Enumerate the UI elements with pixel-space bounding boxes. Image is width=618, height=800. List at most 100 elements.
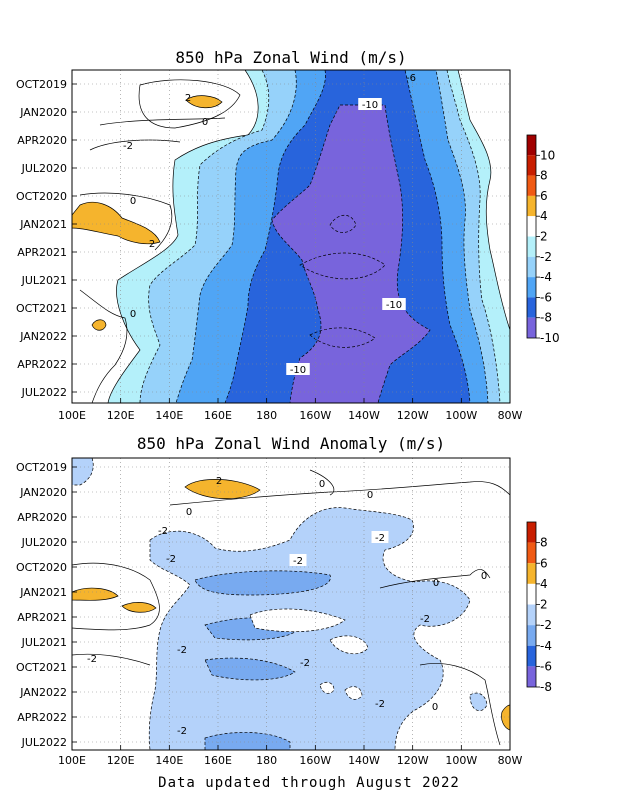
chart1-title: 850 hPa Zonal Wind (m/s) [175, 48, 406, 67]
chart2-x-tick-label: 100W [445, 754, 477, 767]
chart2-colorbar-label: -4 [540, 639, 552, 653]
chart2-y-tick-label: JUL2021 [21, 636, 67, 649]
chart1-x-tick-label: 100E [58, 409, 86, 422]
chart2-contour-label: -2 [293, 556, 303, 567]
chart1-contour-label: 0 [130, 196, 136, 207]
chart2-contour-label: 0 [432, 702, 438, 713]
chart2-contour-label: -2 [375, 699, 385, 710]
chart1-contour-label: 2 [185, 93, 191, 104]
chart2-colorbar-swatch [527, 522, 536, 543]
chart1-y-tick-label: OCT2019 [16, 78, 67, 91]
chart2-contour-label: -2 [375, 533, 385, 544]
chart1-field [72, 70, 510, 403]
chart2-grid [72, 458, 510, 750]
chart2-colorbar-swatch [527, 625, 536, 646]
chart2-y-tick-label: JAN2020 [19, 486, 67, 499]
chart1-y-tick-label: JAN2022 [19, 330, 67, 343]
chart2-y-tick-label: APR2020 [17, 511, 67, 524]
chart1-x-tick-label: 180 [256, 409, 277, 422]
chart1-colorbar-label: 10 [540, 148, 555, 162]
chart1-colorbar-label: -6 [540, 290, 552, 304]
chart1-colorbar-swatch [527, 256, 536, 278]
chart2-contour-label: 0 [319, 479, 325, 490]
chart1-x-tick-label: 100W [445, 409, 477, 422]
chart1-x-ticks: 100E 120E 140E 160E 180 160W 140W 120W 100W 80W [58, 398, 523, 422]
chart1-colorbar-label: -10 [540, 331, 560, 345]
chart2-y-tick-label: JUL2020 [21, 536, 67, 549]
chart1-contour-label-bg [382, 298, 406, 310]
chart1-y-tick-label: JAN2021 [19, 218, 67, 231]
chart1-colorbar-label: 8 [540, 169, 548, 183]
chart2-field [72, 458, 510, 750]
chart1-x-tick-label: 80W [498, 409, 523, 422]
chart2-x-tick-label: 120W [397, 754, 429, 767]
chart2-y-tick-label: JAN2021 [19, 586, 67, 599]
chart2-contour-labels: 2 0 0 0 -2 -2 -2 -2 0 0 -2 -2 -2 -2 0 -2 -2 [87, 476, 487, 737]
chart1-colorbar-label: 4 [540, 209, 548, 223]
chart2-contour-label: 0 [433, 578, 439, 589]
chart2-y-tick-label: JAN2022 [19, 686, 67, 699]
chart1-x-tick-label: 160W [299, 409, 331, 422]
chart2-colorbar-swatch [527, 563, 536, 584]
chart2-x-tick-label: 140E [155, 754, 183, 767]
chart1-contour-label: -10 [290, 365, 306, 376]
chart2-x-tick-label: 180 [256, 754, 277, 767]
chart2-contour-label: 0 [186, 507, 192, 518]
chart2-colorbar-label: -2 [540, 618, 552, 632]
chart2-title: 850 hPa Zonal Wind Anomaly (m/s) [137, 434, 445, 453]
chart1-colorbar-label: 2 [540, 230, 548, 244]
chart1-x-tick-label: 160E [204, 409, 232, 422]
chart2-y-tick-label: OCT2020 [16, 561, 67, 574]
chart1-colorbar-label: -8 [540, 311, 552, 325]
chart2-colorbar-label: 8 [540, 536, 548, 550]
chart1-colorbar-swatch [527, 216, 536, 237]
chart1-y-tick-label: OCT2021 [16, 302, 67, 315]
chart2-colorbar-label: 6 [540, 556, 548, 570]
chart1-colorbar-swatch [527, 236, 536, 257]
chart1-x-tick-label: 120W [397, 409, 429, 422]
chart1-colorbar-swatch [527, 155, 536, 176]
chart1-colorbar-swatch [527, 195, 536, 217]
chart2-colorbar-swatch [527, 583, 536, 605]
chart2-plot: OCT2019 JAN2020 APR2020 JUL2020 OCT2020 JAN20… [16, 457, 523, 767]
chart2-y-ticks: OCT2019 JAN2020 APR2020 JUL2020 OCT2020 JAN20… [16, 461, 77, 749]
chart2-y-tick-label: OCT2021 [16, 661, 67, 674]
chart2-colorbar-swatch [527, 604, 536, 626]
chart1-colorbar-label: -2 [540, 250, 552, 264]
chart1-y-tick-label: JUL2021 [21, 274, 67, 287]
chart1-colorbar: 10 8 6 4 2 -2 -4 -6 -8 -10 [526, 134, 560, 345]
chart2-contour-label: -2 [300, 658, 310, 669]
chart2-contour-label: 0 [481, 571, 487, 582]
chart2-colorbar-label: -8 [540, 680, 552, 694]
chart1-grid [72, 70, 510, 403]
chart1-x-tick-label: 120E [107, 409, 135, 422]
chart1-contour-labels: -6 2 -10 0 -2 0 2 -10 0 -10 [123, 73, 416, 376]
chart2-contour-label: 0 [367, 490, 373, 501]
chart2-x-tick-label: 160E [204, 754, 232, 767]
chart2-x-tick-label: 100E [58, 754, 86, 767]
chart1-contour-label-bg [358, 98, 382, 110]
chart2-y-tick-label: APR2021 [17, 611, 67, 624]
chart2-x-ticks: 100E 120E 140E 160E 180 160W 140W 120W 100W 80W [58, 745, 523, 767]
chart1-contour-label: 2 [149, 239, 155, 250]
chart1-y-tick-label: APR2021 [17, 246, 67, 259]
chart2-colorbar-swatch [527, 542, 536, 564]
chart1-contour-label: 0 [202, 117, 208, 128]
chart2-contour-label: -2 [87, 654, 97, 665]
chart1-colorbar-swatch [527, 317, 536, 338]
chart2-y-tick-label: OCT2019 [16, 461, 67, 474]
chart1-colorbar-swatch [527, 175, 536, 196]
chart1-y-tick-label: APR2022 [17, 358, 67, 371]
chart1-y-tick-label: APR2020 [17, 134, 67, 147]
chart2-colorbar-label: 2 [540, 598, 548, 612]
chart1-colorbar-label: -4 [540, 270, 552, 284]
chart1-contour-label-bg [286, 363, 310, 375]
chart2-x-tick-label: 140W [348, 754, 380, 767]
chart2-colorbar-label: -6 [540, 659, 552, 673]
chart2-contour-label: -2 [177, 726, 187, 737]
chart2-y-tick-label: APR2022 [17, 711, 67, 724]
chart2-contour-label-bg [289, 554, 307, 566]
chart2-contour-label: -2 [158, 526, 168, 537]
chart1-x-tick-label: 140W [348, 409, 380, 422]
